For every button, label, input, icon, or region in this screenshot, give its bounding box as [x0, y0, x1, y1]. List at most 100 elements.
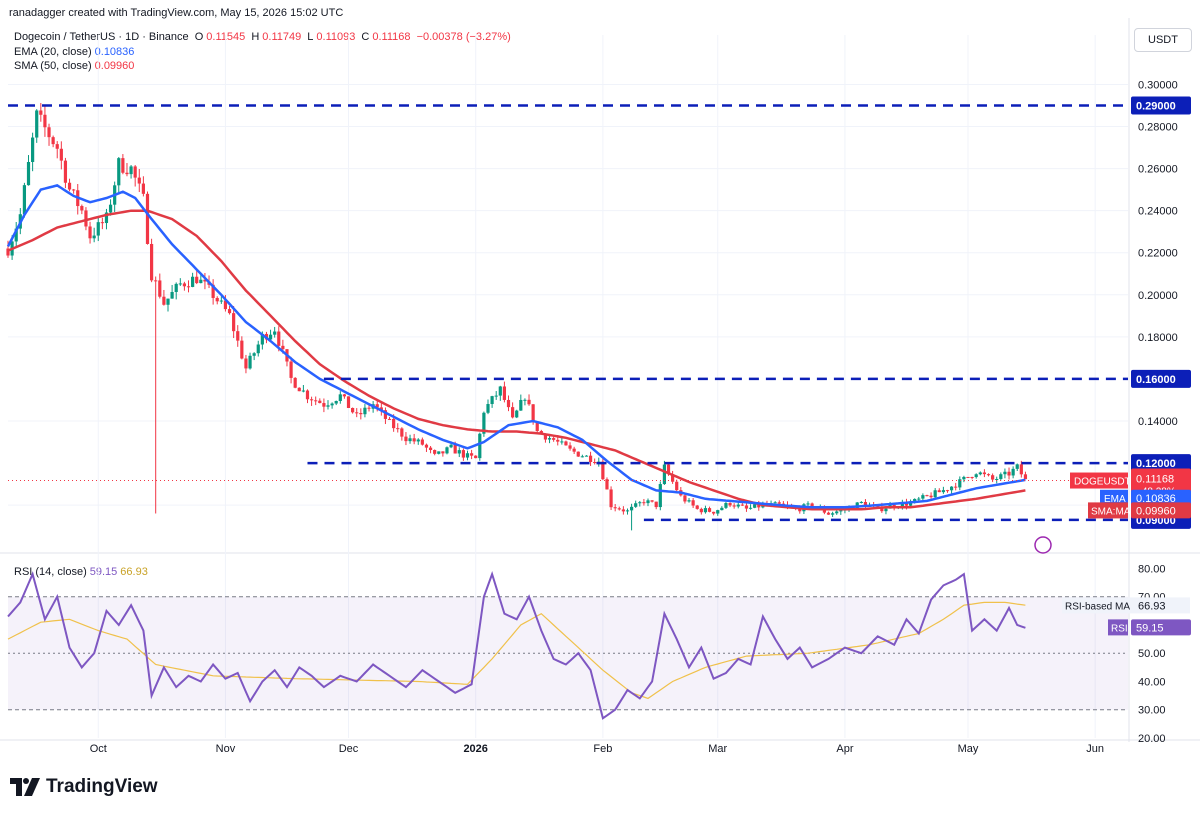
candle-body	[757, 504, 761, 508]
candle-body	[1019, 464, 1023, 475]
candle-body	[941, 490, 945, 493]
candle-body	[900, 502, 904, 508]
candle-body	[277, 331, 281, 346]
candle-body	[182, 283, 187, 287]
candle-body	[383, 410, 388, 419]
candle-body	[991, 475, 995, 480]
candle-body	[904, 502, 909, 506]
candle-body	[273, 331, 277, 335]
rsi-tick-label: 40.00	[1138, 676, 1166, 688]
ema-tag-bg	[1100, 489, 1128, 506]
candle-body	[6, 248, 10, 256]
candle-body	[650, 500, 654, 502]
candle-body	[248, 355, 252, 369]
candle-body	[720, 507, 724, 511]
candle-body	[80, 206, 84, 211]
candle-body	[465, 453, 470, 458]
candle-body	[96, 222, 100, 236]
candle-body	[408, 438, 412, 442]
candle-body	[502, 386, 507, 400]
sma-legend[interactable]: SMA (50, close) 0.09960	[14, 60, 137, 72]
candle-body	[412, 438, 416, 442]
candle-body	[326, 405, 330, 407]
candle-body	[330, 403, 334, 406]
currency-button[interactable]: USDT	[1134, 28, 1192, 52]
candle-body	[543, 433, 548, 440]
rsi-tick-label: 50.00	[1138, 648, 1166, 660]
candle-body	[92, 235, 96, 239]
candle-body	[14, 228, 18, 242]
ema-tag: EMA	[1104, 494, 1126, 505]
y-tick-label: 0.30000	[1138, 79, 1178, 91]
candle-body	[736, 504, 740, 507]
candle-body	[178, 283, 182, 285]
x-tick-label: Oct	[90, 743, 107, 755]
x-tick-label: Jun	[1086, 743, 1104, 755]
candle-body	[982, 472, 987, 475]
candle-body	[707, 508, 712, 512]
candle-body	[367, 407, 371, 409]
candle-body	[289, 361, 293, 378]
candle-body	[1007, 471, 1011, 476]
candle-body	[449, 444, 453, 448]
candle-body	[1011, 468, 1015, 476]
candle-body	[835, 511, 839, 514]
attribution-text: ranadagger created with TradingView.com,…	[9, 7, 344, 19]
candle-body	[55, 144, 59, 149]
sma-tag-bg	[1088, 502, 1128, 519]
x-tick-label: Nov	[216, 743, 236, 755]
rsi-ma-axis-value: 66.93	[1138, 600, 1166, 612]
candle-body	[691, 500, 695, 506]
candle-body	[552, 438, 556, 440]
candle-body	[186, 286, 191, 288]
candle-body	[137, 177, 141, 184]
candle-body	[617, 508, 621, 510]
candle-body	[72, 189, 76, 191]
alert-flash-icon	[1034, 536, 1052, 554]
candle-body	[39, 110, 43, 115]
x-tick-label: 2026	[463, 743, 487, 755]
candle-body	[523, 399, 527, 401]
rsi-ma-legend-value: 66.93	[120, 566, 148, 578]
candle-body	[318, 400, 322, 404]
candle-body	[646, 500, 650, 504]
rsi-ma-tag-bg	[1062, 597, 1190, 614]
x-tick-label: Mar	[708, 743, 727, 755]
candle-body	[400, 428, 404, 437]
candle-body	[166, 298, 170, 305]
y-tick-label: 0.24000	[1138, 206, 1178, 218]
candle-body	[203, 279, 207, 282]
candle-body	[954, 486, 958, 488]
candle-body	[174, 283, 178, 293]
x-tick-label: Apr	[836, 743, 853, 755]
candle-body	[268, 334, 273, 340]
candle-body	[970, 476, 974, 478]
candle-body	[342, 394, 347, 397]
rsi-legend-value: 59.15	[89, 566, 118, 578]
candle-body	[154, 280, 158, 282]
candle-body	[716, 510, 720, 514]
y-tick-label: 0.26000	[1138, 164, 1178, 176]
y-tick-label: 0.20000	[1138, 290, 1178, 302]
rsi-legend[interactable]: RSI (14, close) 59.15 66.93	[14, 566, 151, 578]
rsi-tick-label: 30.00	[1138, 705, 1166, 717]
symbol-legend[interactable]: Dogecoin / TetherUS · 1D · Binance O 0.11…	[14, 31, 514, 43]
candle-body	[531, 404, 535, 423]
candle-body	[724, 502, 728, 508]
candle-body	[59, 148, 63, 161]
candle-body	[351, 407, 355, 413]
candle-body	[810, 503, 814, 508]
candle-body	[925, 495, 929, 497]
candle-body	[547, 438, 552, 440]
candle-body	[962, 476, 966, 480]
candle-body	[346, 396, 351, 408]
level-label: 0.16000	[1136, 374, 1176, 386]
ema-legend[interactable]: EMA (20, close) 0.10836	[14, 46, 137, 58]
rsi-tick-label: 20.00	[1138, 733, 1166, 745]
candle-body	[469, 453, 474, 456]
candle-body	[740, 504, 744, 506]
candle-body	[322, 403, 326, 407]
candle-body	[654, 501, 658, 508]
candle-body	[999, 474, 1003, 479]
